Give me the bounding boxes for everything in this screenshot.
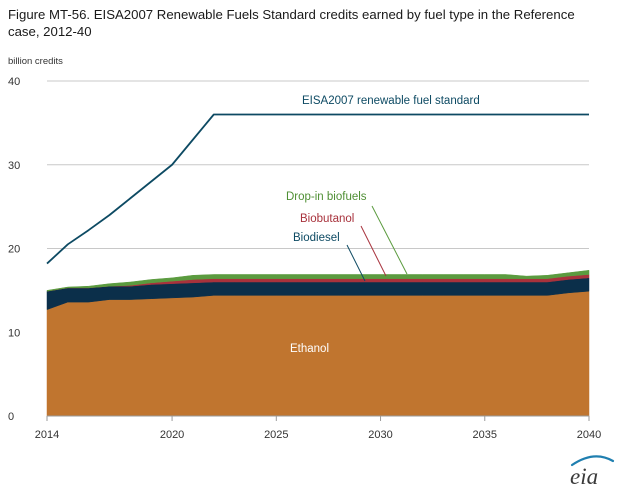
y-axis-label: billion credits	[8, 56, 63, 67]
x-tick-label-2040: 2040	[577, 429, 601, 441]
y-tick-label-30: 30	[8, 160, 20, 172]
leader-drop-in-biofuels	[371, 205, 408, 275]
x-tick-label-2025: 2025	[264, 429, 288, 441]
eia-logo: eia	[570, 455, 615, 489]
label-biobutanol: Biobutanol	[300, 213, 354, 225]
y-tick-label-10: 10	[8, 327, 20, 339]
axes	[46, 415, 590, 421]
y-tick-label-40: 40	[8, 76, 20, 88]
chart-title: Figure MT-56. EISA2007 Renewable Fuels S…	[8, 7, 575, 39]
label-eisa2007-standard: EISA2007 renewable fuel standard	[302, 95, 480, 107]
line-eisa2007-standard	[46, 113, 589, 265]
x-tick-label-2020: 2020	[160, 429, 184, 441]
label-drop-in-biofuels: Drop-in biofuels	[286, 191, 367, 203]
logo-swoosh	[570, 455, 615, 467]
x-tick-label-2035: 2035	[473, 429, 497, 441]
annotations: EISA2007 renewable fuel standard Drop-in …	[286, 95, 480, 355]
label-biodiesel: Biodiesel	[293, 232, 340, 244]
leader-biodiesel	[346, 244, 366, 282]
y-tick-label-20: 20	[8, 244, 20, 256]
stacked-areas	[46, 269, 590, 417]
y-tick-label-0: 0	[8, 411, 14, 423]
area-drop-in-biofuels	[46, 269, 590, 292]
label-ethanol: Ethanol	[290, 343, 329, 355]
leader-biobutanol	[360, 225, 387, 277]
logo-text: eia	[570, 464, 598, 489]
x-tick-label-2014: 2014	[35, 429, 59, 441]
x-tick-label-2030: 2030	[368, 429, 392, 441]
standard-line	[46, 113, 589, 265]
